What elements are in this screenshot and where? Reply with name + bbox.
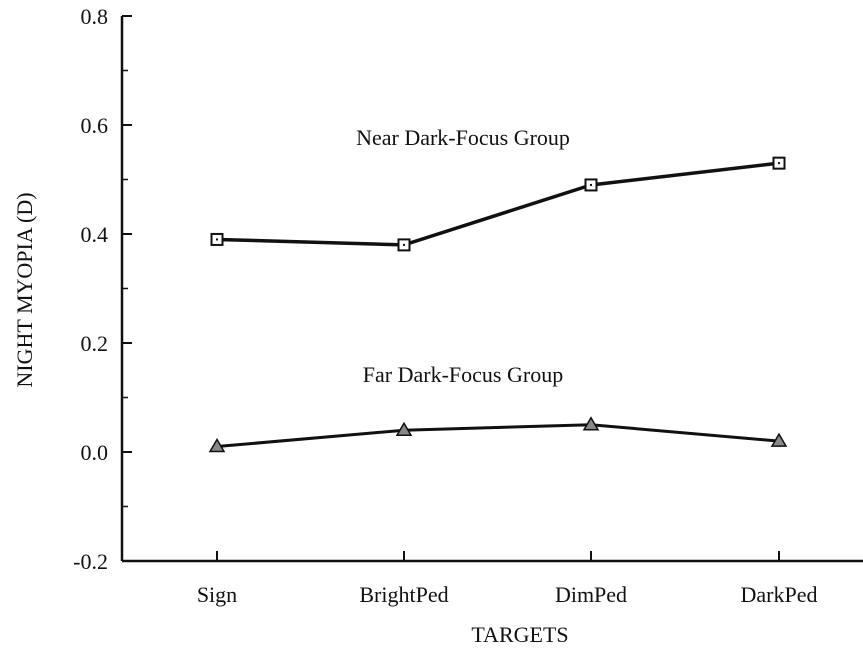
x-axis-title: TARGETS: [471, 622, 568, 647]
x-tick-label: DarkPed: [741, 582, 818, 607]
square-marker-dot: [216, 238, 218, 241]
x-ticks: Sign BrightPed DimPed DarkPed: [197, 551, 818, 607]
square-marker-dot: [590, 183, 592, 186]
y-axis-title: NIGHT MYOPIA (D): [12, 192, 37, 387]
y-tick-label: 0.8: [81, 4, 109, 29]
y-tick-label: 0.6: [81, 113, 109, 138]
square-marker-dot: [778, 162, 780, 165]
x-tick-label: DimPed: [555, 582, 627, 607]
x-tick-label: BrightPed: [359, 582, 448, 607]
y-tick-label: -0.2: [73, 549, 108, 574]
triangle-marker: [770, 432, 788, 447]
series-group: [208, 156, 788, 453]
series-annotation: Far Dark-Focus Group: [363, 362, 563, 387]
y-ticks: -0.2 0.0 0.2 0.4 0.6 0.8: [73, 4, 132, 574]
series-line-1: [216, 161, 780, 247]
triangle-marker: [395, 421, 413, 436]
triangle-marker: [582, 416, 600, 431]
triangle-marker: [208, 438, 226, 453]
axes: [120, 16, 863, 563]
series-annotation: Near Dark-Focus Group: [356, 125, 570, 150]
x-tick-label: Sign: [197, 582, 237, 607]
square-marker-dot: [403, 243, 405, 246]
y-tick-label: 0.2: [81, 331, 109, 356]
series-line-2: [216, 423, 780, 449]
y-tick-label: 0.0: [81, 440, 109, 465]
annotations: Near Dark-Focus Group Far Dark-Focus Grou…: [356, 125, 570, 387]
y-tick-label: 0.4: [81, 222, 109, 247]
